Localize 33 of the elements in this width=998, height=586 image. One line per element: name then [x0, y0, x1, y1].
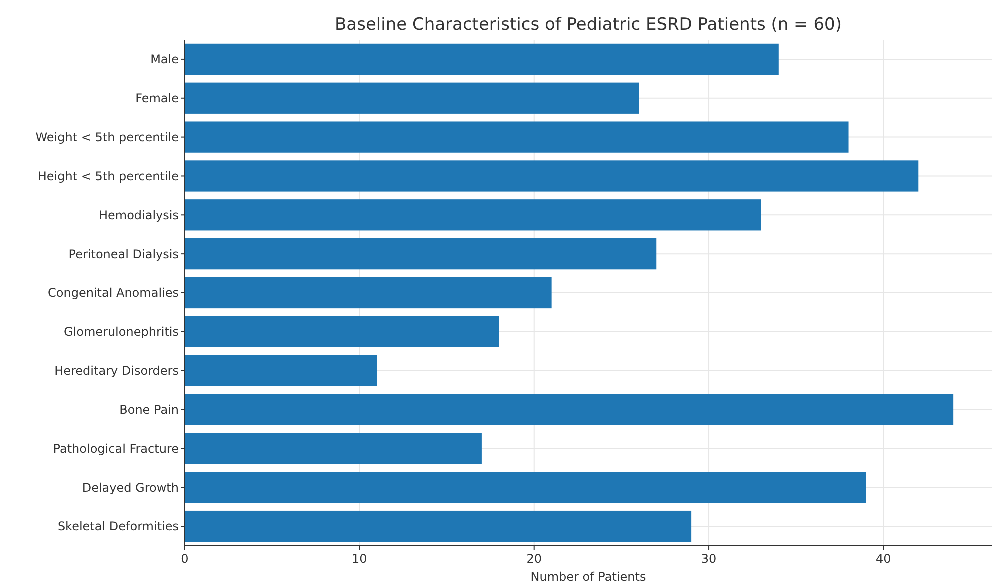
x-axis-title: Number of Patients: [530, 570, 646, 584]
bar: [185, 122, 849, 153]
x-tick-label: 10: [352, 552, 368, 566]
x-tick-label: 40: [876, 552, 892, 566]
y-tick-label: Hemodialysis: [98, 208, 179, 222]
y-tick-label: Weight < 5th percentile: [36, 130, 179, 145]
bar: [185, 44, 779, 76]
y-tick-label: Bone Pain: [120, 402, 179, 417]
bar: [185, 433, 482, 464]
x-tick-label: 0: [181, 552, 189, 566]
bar: [185, 472, 866, 504]
y-tick-label: Glomerulonephritis: [64, 325, 179, 340]
bar: [185, 200, 762, 231]
y-tick-label: Congenital Anomalies: [48, 286, 179, 300]
y-tick-label: Delayed Growth: [82, 480, 179, 495]
y-tick-label: Hereditary Disorders: [54, 364, 179, 378]
bar: [185, 277, 552, 309]
chart-title: Baseline Characteristics of Pediatric ESRD Patients (n = 60): [335, 15, 842, 35]
bar: [185, 238, 657, 270]
y-tick-label: Female: [136, 92, 179, 106]
bar: [185, 316, 500, 348]
bar: [185, 160, 919, 192]
bar: [185, 510, 692, 542]
y-tick-label: Peritoneal Dialysis: [68, 247, 179, 262]
y-tick-label: Skeletal Deformities: [58, 520, 179, 534]
y-tick-label: Male: [150, 52, 179, 67]
bar: [185, 82, 640, 114]
y-tick-label: Height < 5th percentile: [38, 169, 179, 184]
y-tick-label: Pathological Fracture: [53, 442, 179, 456]
bar: [185, 355, 378, 386]
x-tick-label: 20: [526, 552, 542, 566]
x-tick-label: 30: [701, 552, 717, 566]
bar: [185, 394, 954, 426]
